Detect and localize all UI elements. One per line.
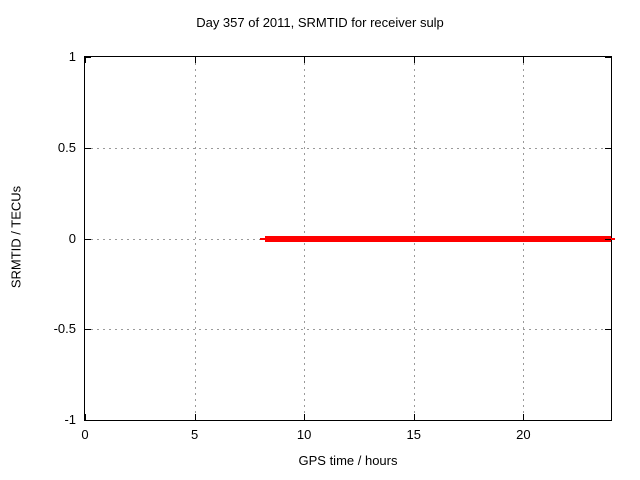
- series-line: [265, 235, 611, 242]
- y-tick-mark: [605, 57, 611, 58]
- x-tick-label: 15: [406, 427, 421, 442]
- x-tick-mark: [523, 414, 525, 420]
- x-tick-mark: [304, 414, 306, 420]
- y-tick-mark: [605, 329, 611, 331]
- x-tick-mark: [413, 57, 415, 63]
- x-tick-label: 10: [296, 427, 312, 442]
- y-tick-mark: [605, 147, 611, 149]
- y-tick-label: 1: [68, 49, 76, 64]
- y-tick-label: 0.5: [57, 139, 76, 155]
- x-tick-mark: [194, 414, 196, 420]
- y-tick-mark: [605, 420, 611, 421]
- x-tick-mark: [194, 57, 196, 63]
- plot-area: [84, 56, 615, 421]
- y-tick-mark: [85, 57, 91, 58]
- y-gridline: [85, 147, 611, 149]
- chart-title: Day 357 of 2011, SRMTID for receiver sul…: [196, 15, 444, 30]
- y-gridline: [85, 329, 611, 331]
- x-tick-mark: [413, 414, 415, 420]
- x-axis-title: GPS time / hours: [298, 453, 398, 468]
- x-tick-label: 5: [190, 427, 199, 442]
- y-tick-label: -1: [64, 412, 76, 427]
- x-tick-label: 0: [81, 427, 89, 442]
- y-tick-label: 0: [68, 230, 76, 246]
- y-tick-mark: [605, 238, 611, 240]
- x-tick-mark: [85, 414, 86, 420]
- x-tick-mark: [304, 57, 306, 63]
- y-tick-mark: [85, 329, 91, 331]
- y-tick-mark: [85, 147, 91, 149]
- x-tick-mark: [85, 57, 86, 63]
- y-tick-mark: [85, 238, 91, 240]
- y-tick-mark: [85, 420, 91, 421]
- y-tick-label: -0.5: [53, 321, 76, 337]
- x-tick-label: 20: [516, 427, 531, 442]
- x-tick-mark: [523, 57, 525, 63]
